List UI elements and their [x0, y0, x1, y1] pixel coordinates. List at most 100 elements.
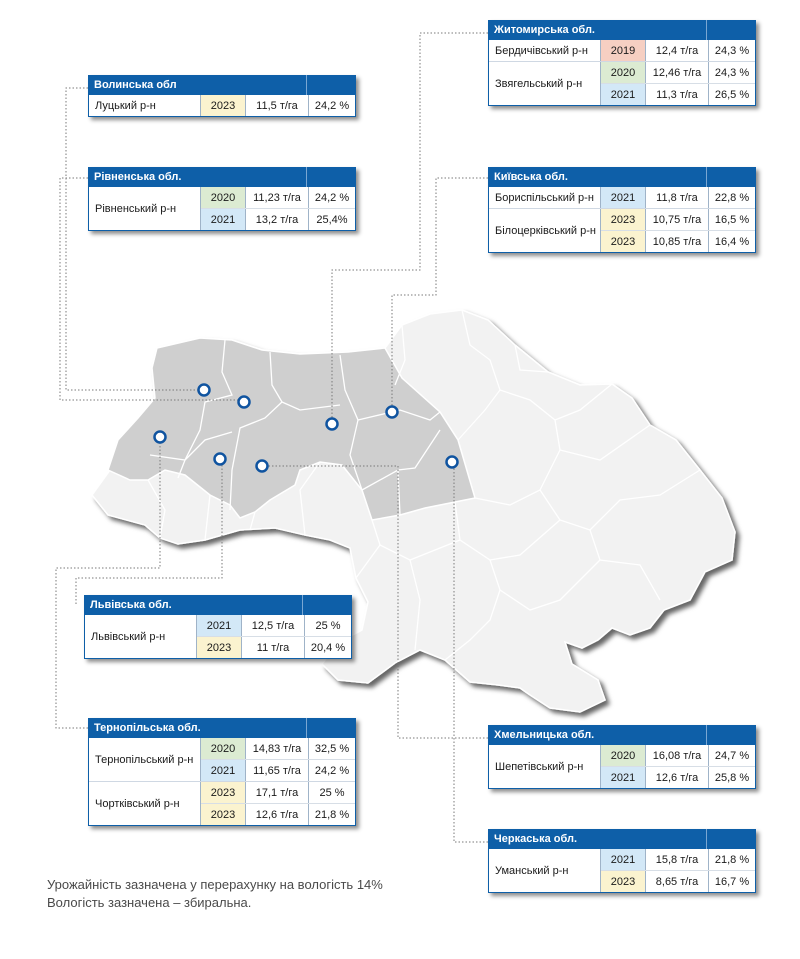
district-rows: 2023 17,1 т/га 25 % 2023 12,6 т/га 21,8 % [201, 782, 355, 825]
header-separator [706, 167, 707, 187]
table-row: 2020 14,83 т/га 32,5 % [201, 738, 355, 759]
table-row: 2023 12,6 т/га 21,8 % [201, 803, 355, 825]
moisture-cell: 20,4 % [310, 641, 346, 654]
yield-cell: 10,75 т/га [646, 209, 709, 230]
year-cell: 2023 [201, 95, 246, 116]
table-row: 2019 12,4 т/га 24,3 % [601, 40, 755, 61]
yield-cell: 12,6 т/га [646, 767, 709, 788]
map-leader-lines [55, 32, 488, 843]
yield-cell: 10,85 т/га [646, 231, 709, 252]
footnote: Урожайність зазначена у перерахунку на в… [47, 876, 383, 912]
leader-cherkasy [453, 462, 488, 843]
table-khmelnytskyi: Хмельницька обл. Шепетівський р-н 2020 16,0… [488, 725, 756, 789]
yield-cell: 11,23 т/га [246, 187, 309, 208]
district-name: Бердичівський р-н [489, 40, 601, 61]
district-rows: 2023 10,75 т/га 16,5 % 2023 10,85 т/га 16,4 % [601, 209, 755, 252]
table-row: 2020 16,08 т/га 24,7 % [601, 745, 755, 766]
moisture-cell: 21,8 % [714, 853, 750, 866]
district-name: Чортківський р-н [89, 782, 201, 825]
header-separator [706, 725, 707, 745]
district-rows: 2020 11,23 т/га 24,2 % 2021 13,2 т/га 25,4% [201, 187, 355, 230]
moisture-cell: 22,8 % [714, 191, 750, 204]
moisture-cell: 26,5 % [714, 88, 750, 101]
yield-cell: 16,08 т/га [646, 745, 709, 766]
table-ternopil: Тернопільська обл. Тернопільський р-н 2020… [88, 718, 356, 826]
yield-cell: 12,5 т/га [242, 615, 305, 636]
table-cherkasy: Черкаська обл. Уманський р-н 2021 15,8 т/га… [488, 829, 756, 893]
yield-cell: 8,65 т/га [646, 871, 709, 892]
table-header: Житомирська обл. [488, 20, 756, 40]
table-row: 2021 15,8 т/га 21,8 % [601, 849, 755, 870]
marker-rivne [237, 395, 251, 409]
yield-cell: 15,8 т/га [646, 849, 709, 870]
district-group: Бердичівський р-н 2019 12,4 т/га 24,3 % [489, 40, 755, 61]
table-row: 2020 11,23 т/га 24,2 % [201, 187, 355, 208]
table-row: 2021 13,2 т/га 25,4% [201, 208, 355, 230]
table-row: 2021 12,5 т/га 25 % [197, 615, 351, 636]
table-body: Тернопільський р-н 2020 14,83 т/га 32,5 % 20… [88, 738, 356, 826]
moisture-cell: 25,8 % [714, 771, 750, 784]
year-cell: 2021 [197, 615, 242, 636]
yield-cell: 11,65 т/га [246, 760, 309, 781]
table-row: 2023 11,5 т/га 24,2 % [201, 95, 355, 116]
marker-ternopil [213, 452, 227, 466]
header-separator [706, 829, 707, 849]
yield-cell: 11,5 т/га [246, 95, 309, 116]
year-cell: 2021 [601, 84, 646, 105]
table-body: Рівненський р-н 2020 11,23 т/га 24,2 % 2021 1… [88, 187, 356, 231]
district-name: Уманський р-н [489, 849, 601, 892]
district-name: Звягельський р-н [489, 62, 601, 105]
moisture-cell: 24,7 % [714, 749, 750, 762]
table-row: 2020 12,46 т/га 24,3 % [601, 62, 755, 83]
district-rows: 2020 12,46 т/га 24,3 % 2021 11,3 т/га 26,5 % [601, 62, 755, 105]
year-cell: 2019 [601, 40, 646, 61]
district-name: Шепетівський р-н [489, 745, 601, 788]
header-separator [306, 75, 307, 95]
district-group: Чортківський р-н 2023 17,1 т/га 25 % 2023 12,… [89, 781, 355, 825]
district-group: Звягельський р-н 2020 12,46 т/га 24,3 % 2021… [489, 61, 755, 105]
region-title: Тернопільська обл. [94, 722, 201, 734]
table-body: Львівський р-н 2021 12,5 т/га 25 % 2023 11 т/… [84, 615, 352, 659]
table-row: 2023 10,75 т/га 16,5 % [601, 209, 755, 230]
header-separator [302, 595, 303, 615]
year-cell: 2023 [601, 231, 646, 252]
map-markers [153, 383, 459, 473]
year-cell: 2023 [197, 637, 242, 658]
table-row: 2021 11,8 т/га 22,8 % [601, 187, 755, 208]
table-body: Луцький р-н 2023 11,5 т/га 24,2 % [88, 95, 356, 117]
yield-cell: 11,3 т/га [646, 84, 709, 105]
table-header: Рівненська обл. [88, 167, 356, 187]
leader-kyiv [391, 177, 488, 412]
table-zhytomyr: Житомирська обл. Бердичівський р-н 2019 12,… [488, 20, 756, 106]
header-separator [706, 20, 707, 40]
marker-zviahel [325, 417, 339, 431]
year-cell: 2021 [601, 849, 646, 870]
district-group: Львівський р-н 2021 12,5 т/га 25 % 2023 11 т/… [85, 615, 351, 658]
region-title: Черкаська обл. [494, 833, 578, 845]
moisture-cell: 24,2 % [314, 99, 350, 112]
table-body: Бориспільський р-н 2021 11,8 т/га 22,8 % Біл… [488, 187, 756, 253]
header-separator [306, 718, 307, 738]
district-group: Білоцерківський р-н 2023 10,75 т/га 16,5 % 2… [489, 208, 755, 252]
leader-lviv [75, 460, 223, 604]
district-name: Рівненський р-н [89, 187, 201, 230]
year-cell: 2020 [201, 738, 246, 759]
district-group: Луцький р-н 2023 11,5 т/га 24,2 % [89, 95, 355, 116]
footnote-line-1: Урожайність зазначена у перерахунку на в… [47, 877, 383, 892]
district-rows: 2020 14,83 т/га 32,5 % 2021 11,65 т/га 24,2 % [201, 738, 355, 781]
district-rows: 2020 16,08 т/га 24,7 % 2021 12,6 т/га 25,8 % [601, 745, 755, 788]
moisture-cell: 25 % [319, 786, 345, 799]
table-row: 2023 8,65 т/га 16,7 % [601, 870, 755, 892]
table-row: 2023 17,1 т/га 25 % [201, 782, 355, 803]
table-header: Київська обл. [488, 167, 756, 187]
leader-ternopil [55, 438, 161, 729]
table-kyiv: Київська обл. Бориспільський р-н 2021 11,8 … [488, 167, 756, 253]
moisture-cell: 24,3 % [714, 44, 750, 57]
table-header: Волинська обл [88, 75, 356, 95]
moisture-cell: 21,8 % [314, 808, 350, 821]
district-rows: 2023 11,5 т/га 24,2 % [201, 95, 355, 116]
table-volyn: Волинська обл Луцький р-н 2023 11,5 т/га 24,… [88, 75, 356, 117]
year-cell: 2021 [201, 209, 246, 230]
year-cell: 2023 [201, 782, 246, 803]
yield-cell: 14,83 т/га [246, 738, 309, 759]
